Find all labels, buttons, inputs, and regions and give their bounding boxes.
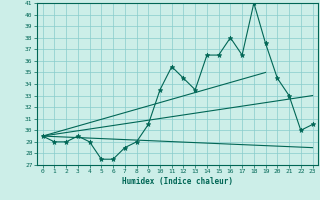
X-axis label: Humidex (Indice chaleur): Humidex (Indice chaleur) — [122, 177, 233, 186]
